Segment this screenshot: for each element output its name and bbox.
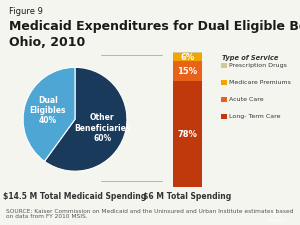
Wedge shape xyxy=(23,67,75,161)
Bar xyxy=(172,52,203,53)
Text: $6 M Total Spending: $6 M Total Spending xyxy=(143,192,232,201)
Bar xyxy=(172,53,203,61)
Text: Prescription Drugs: Prescription Drugs xyxy=(229,63,286,68)
Text: Dual
Eligibles
40%: Dual Eligibles 40% xyxy=(30,96,66,125)
Text: Medicaid Expenditures for Dual Eligible Beneficairies in
Ohio, 2010: Medicaid Expenditures for Dual Eligible … xyxy=(9,20,300,49)
Bar xyxy=(172,81,203,187)
Text: Figure 9: Figure 9 xyxy=(9,7,43,16)
Text: SOURCE: Kaiser Commission on Medicaid and the Uninsured and Urban Institute esti: SOURCE: Kaiser Commission on Medicaid an… xyxy=(6,209,293,219)
Text: 78%: 78% xyxy=(178,130,197,139)
Text: Long- Term Care: Long- Term Care xyxy=(229,114,280,119)
Text: 6%: 6% xyxy=(180,53,195,62)
Wedge shape xyxy=(44,67,127,171)
Text: KAISER: KAISER xyxy=(270,211,285,215)
Bar xyxy=(172,61,203,81)
Text: Medicare Premiums: Medicare Premiums xyxy=(229,80,290,85)
Text: Acute Care: Acute Care xyxy=(229,97,263,102)
Text: Other
Beneficiaries
60%: Other Beneficiaries 60% xyxy=(74,113,130,143)
Text: 15%: 15% xyxy=(177,67,198,76)
Text: Type of Service: Type of Service xyxy=(222,55,278,61)
Text: $14.5 M Total Medicaid Spending: $14.5 M Total Medicaid Spending xyxy=(3,192,147,201)
Text: FAMILY
FOUNDATION: FAMILY FOUNDATION xyxy=(268,214,286,223)
